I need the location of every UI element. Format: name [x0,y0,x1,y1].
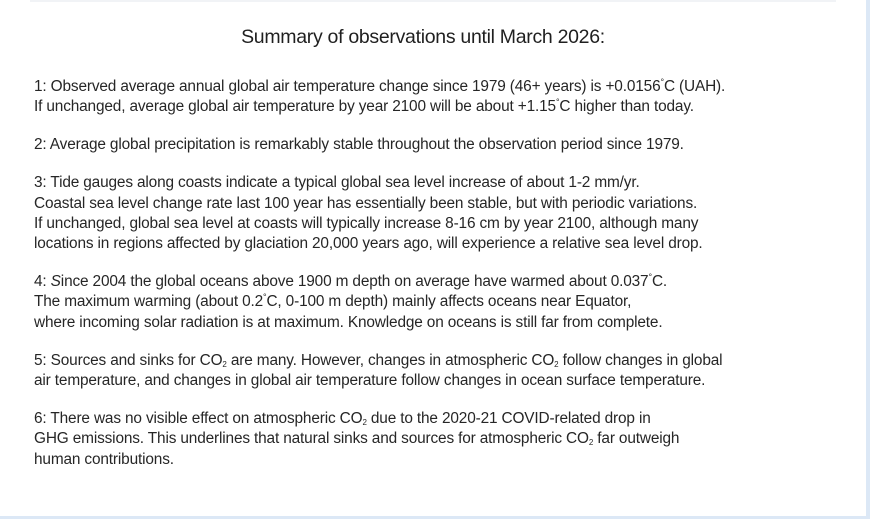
text-segment: 4: [34,272,51,290]
text-segment: 5: Sources and sinks for CO [34,352,223,370]
text-segment: GHG emissions. This underlines that natu… [34,430,589,448]
text-segment: 6: There was no visible effect on atmosp… [34,409,363,427]
observation-6-line-1: 6: There was no visible effect on atmosp… [34,409,864,429]
text-segment: due to the 2020-21 COVID-related drop in [366,409,651,427]
subscript-2: 2 [362,417,367,427]
degree-symbol: ° [263,292,267,303]
observation-4-line-1: 4: Since 2004 the global oceans above 19… [34,272,864,292]
text-segment: If unchanged, average global air tempera… [34,98,556,116]
observation-6-line-3: human contributions. [34,450,174,468]
observation-5-line-1: 5: Sources and sinks for CO2 are many. H… [34,351,864,371]
observation-6-line-2: GHG emissions. This underlines that natu… [34,429,864,449]
observation-3-line-2: Coastal sea level change rate last 100 y… [34,194,698,212]
top-divider [30,0,836,2]
degree-symbol: ° [660,77,664,87]
text-segment: C higher than today. [559,98,694,116]
subscript-2: 2 [222,360,227,370]
observation-5-line-2: air temperature, and changes in global a… [34,372,706,390]
observation-4-line-2: The maximum warming (about 0.2°C, 0-100 … [34,292,864,312]
observation-6: 6: There was no visible effect on atmosp… [34,409,864,470]
observation-1-line-1: 1: Observed average annual global air te… [34,77,864,97]
text-segment: ince 2004 the global oceans above 1900 m… [60,272,649,290]
observation-3-line-1: 3: Tide gauges along coasts indicate a t… [34,174,640,192]
text-segment: C, 0-100 m depth) mainly affects oceans … [266,293,632,311]
degree-symbol: ° [648,271,652,282]
observation-1-line-2: If unchanged, average global air tempera… [34,97,864,117]
observations-list: 1: Observed average annual global air te… [34,77,864,487]
observation-2-line-1: 2: Average global precipitation is remar… [34,135,684,153]
observation-2: 2: Average global precipitation is remar… [34,135,864,155]
observation-1: 1: Observed average annual global air te… [34,77,864,118]
page-title: Summary of observations until March 2026… [241,26,605,48]
text-segment: The maximum warming (about 0.2 [34,293,264,311]
degree-symbol: ° [555,97,560,108]
observation-3: 3: Tide gauges along coasts indicate a t… [34,173,864,255]
subscript-2: 2 [554,360,559,370]
subscript-2: 2 [588,438,594,448]
observation-3-line-3: If unchanged, global sea level at coasts… [34,215,699,233]
text-segment: C. [651,272,668,290]
observation-3-line-4: locations in regions affected by glaciat… [34,235,703,253]
text-segment: far outweigh [593,430,680,448]
text-segment: C (UAH). [663,78,726,95]
observation-4: 4: Since 2004 the global oceans above 19… [34,272,864,333]
text-segment: follow changes in global [558,352,723,370]
observation-5: 5: Sources and sinks for CO2 are many. H… [34,351,864,392]
text-segment: 1: Observed average annual global air te… [34,78,661,95]
italic-letter: S [50,272,61,290]
observation-4-line-3: where incoming solar radiation is at max… [34,313,663,331]
text-segment: are many. However, changes in atmospheri… [226,352,555,370]
